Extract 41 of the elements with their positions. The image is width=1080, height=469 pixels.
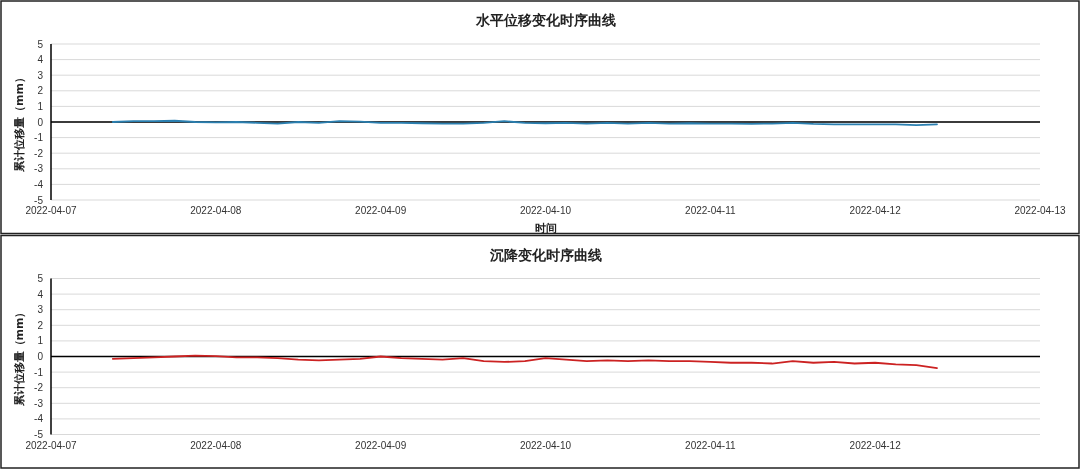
y-tick-label: 5 [37,38,44,50]
chart-title: 沉降变化时序曲线 [488,246,602,263]
y-tick-label: 4 [37,288,44,300]
x-tick-label: 2022-04-09 [355,439,407,451]
x-tick-label: 2022-04-12 [849,439,902,451]
x-tick-label: 2022-04-08 [190,439,242,451]
y-tick-label: 3 [37,304,44,316]
x-tick-label: 2022-04-13 [1014,205,1067,216]
y-tick-label: -4 [34,413,44,425]
y-tick-label: 4 [37,54,44,66]
y-tick-label: -4 [34,178,44,190]
x-tick-label: 2022-04-10 [519,205,572,216]
y-tick-label: 1 [37,335,44,347]
x-tick-label: 2022-04-11 [685,205,736,216]
x-tick-label: 2022-04-09 [355,205,407,216]
x-tick-label: 2022-04-10 [519,439,572,451]
x-tick-label: 2022-04-12 [849,205,902,216]
y-tick-label: -3 [34,163,44,175]
y-tick-label: 5 [37,273,44,284]
x-tick-label: 2022-04-08 [190,205,242,216]
y-tick-label: -2 [34,382,44,394]
x-tick-label: 2022-04-11 [685,439,736,451]
y-tick-label: 0 [37,351,44,362]
chart-title: 水平位移变化时序曲线 [474,12,616,28]
y-tick-label: 2 [37,85,44,97]
y-tick-label: -1 [34,366,44,378]
x-tick-label: 2022-04-07 [25,439,78,451]
x-tick-label: 2022-04-07 [25,205,78,216]
y-axis-title: 累计位移量（mm） [13,72,26,173]
y-tick-label: 0 [37,116,44,128]
y-axis-title: 累计位移量（mm） [13,306,26,408]
y-tick-label: 2 [37,319,44,331]
y-tick-label: -3 [34,397,44,409]
y-tick-label: 3 [37,69,44,81]
y-tick-label: -2 [34,147,44,159]
y-tick-label: -1 [34,132,44,144]
y-tick-label: -5 [34,429,44,440]
x-axis-title: 时间 [534,222,557,235]
y-tick-label: -5 [34,194,44,206]
line-series [111,354,938,370]
y-tick-label: 1 [37,100,44,112]
